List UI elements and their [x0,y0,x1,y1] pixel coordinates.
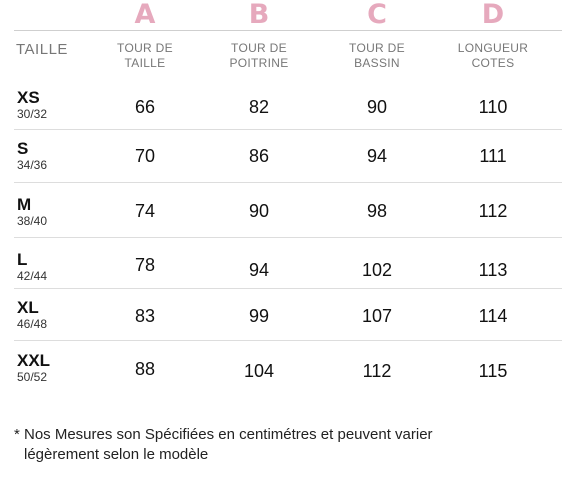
table-cell: 113 [478,260,508,280]
size-column-header: TAILLE [16,41,68,58]
table-cell: 83 [134,306,156,326]
header-line: TAILLE [124,56,166,70]
table-cell: 104 [243,361,275,381]
header-line: BASSIN [354,56,400,70]
table-cell: 90 [248,201,270,221]
header-divider [14,30,562,31]
size-label-xl: XL 46/48 [17,298,48,332]
size-name: XL [17,298,39,317]
size-eu: 46/48 [17,317,48,331]
table-cell: 112 [362,361,392,381]
table-cell: 99 [248,306,270,326]
size-label-xxl: XXL 50/52 [17,351,51,385]
column-letter-d: D [481,0,505,30]
footnote-line: * Nos Mesures son Spécifiées en centimét… [14,426,433,443]
size-eu: 30/32 [17,107,48,121]
table-cell: 107 [361,306,393,326]
size-eu: 50/52 [17,370,48,384]
size-eu: 38/40 [17,214,48,228]
size-name: XS [17,88,40,107]
table-cell: 90 [366,97,388,117]
size-label-s: S 34/36 [17,139,48,173]
table-cell: 94 [366,146,388,166]
column-letter-c: C [367,0,387,30]
header-line: POITRINE [229,56,289,70]
table-cell: 111 [479,146,507,166]
row-divider [14,129,562,130]
row-divider [14,340,562,341]
footnote: * Nos Mesures son Spécifiées en centimét… [14,425,554,465]
size-name: XXL [17,351,51,370]
table-cell: 82 [248,97,270,117]
footnote-line: légèrement selon le modèle [24,446,209,463]
header-tour-de-taille: TOUR DE TAILLE [85,41,205,71]
table-cell: 94 [248,260,270,280]
row-divider [14,237,562,238]
column-letter-b: B [248,0,270,30]
table-cell: 78 [134,255,156,275]
row-divider [14,288,562,289]
size-label-m: M 38/40 [17,195,48,229]
header-line: TOUR DE [349,41,405,55]
header-longueur-cotes: LONGUEUR COTES [433,41,553,71]
column-letters: A B C D [0,0,572,32]
header-tour-de-bassin: TOUR DE BASSIN [317,41,437,71]
table-cell: 88 [134,359,156,379]
column-letter-a: A [134,0,156,30]
header-line: TOUR DE [117,41,173,55]
table-cell: 66 [134,97,156,117]
table-cell: 98 [366,201,388,221]
table-cell: 114 [478,306,508,326]
table-cell: 70 [134,146,156,166]
header-line: TOUR DE [231,41,287,55]
table-cell: 102 [361,260,393,280]
size-label-l: L 42/44 [17,250,48,284]
size-name: L [17,250,28,269]
size-label-xs: XS 30/32 [17,88,48,122]
table-cell: 110 [478,97,508,117]
header-tour-de-poitrine: TOUR DE POITRINE [199,41,319,71]
size-name: M [17,195,32,214]
table-cell: 74 [134,201,156,221]
header-line: COTES [471,56,515,70]
size-name: S [17,139,29,158]
table-cell: 112 [478,201,508,221]
header-line: LONGUEUR [457,41,529,55]
table-cell: 115 [478,361,508,381]
size-eu: 42/44 [17,269,48,283]
size-eu: 34/36 [17,158,48,172]
row-divider [14,182,562,183]
table-cell: 86 [248,146,270,166]
